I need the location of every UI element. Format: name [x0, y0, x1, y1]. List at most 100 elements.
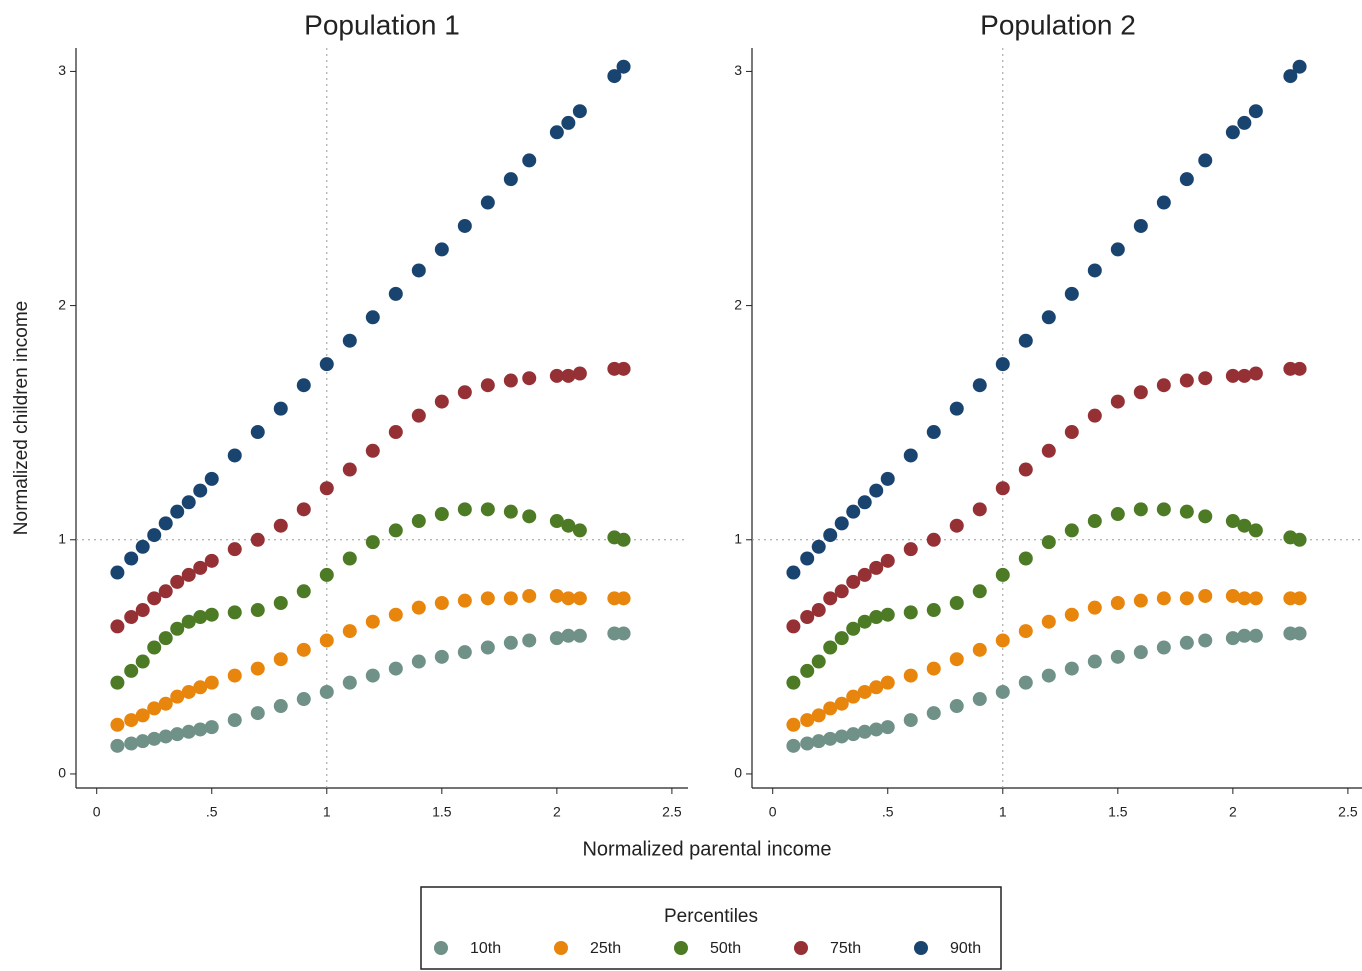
point [434, 596, 449, 610]
point [561, 628, 576, 643]
point [811, 654, 826, 669]
point [1156, 591, 1171, 606]
point [1225, 588, 1240, 603]
point [170, 621, 185, 636]
point [1179, 373, 1194, 388]
point [1225, 631, 1240, 646]
point [342, 333, 357, 348]
point [972, 692, 987, 707]
point [800, 610, 815, 625]
point [972, 502, 987, 517]
point [1292, 591, 1307, 606]
point [296, 692, 311, 707]
point [227, 713, 242, 728]
point [1237, 628, 1252, 643]
point [869, 483, 884, 498]
point [616, 59, 631, 74]
point [365, 310, 380, 325]
legend-marker [554, 941, 568, 955]
point [480, 640, 495, 655]
point [319, 684, 334, 699]
x-tick-label: 1.5 [432, 804, 452, 820]
point [1087, 600, 1102, 615]
point [786, 717, 801, 732]
point [1110, 596, 1125, 610]
point [480, 195, 495, 210]
point [561, 591, 576, 606]
x-tick-label: 0 [769, 804, 777, 820]
x-tick-label: 2.5 [1338, 804, 1358, 820]
point [846, 689, 861, 704]
point [1292, 361, 1307, 376]
point [1110, 242, 1125, 257]
point [1248, 523, 1263, 538]
point [926, 425, 941, 440]
x-tick-label: 1 [323, 804, 331, 820]
point [857, 495, 872, 510]
point [823, 591, 838, 606]
point [170, 689, 185, 704]
point [903, 713, 918, 728]
point [147, 701, 162, 716]
point [110, 717, 125, 732]
point [110, 738, 125, 753]
point [846, 727, 861, 742]
point [1248, 104, 1263, 119]
point [250, 425, 265, 440]
x-tick-label: .5 [882, 804, 894, 820]
point [1198, 588, 1213, 603]
point [273, 518, 288, 533]
point [457, 593, 472, 608]
point [823, 701, 838, 716]
point [480, 378, 495, 393]
x-axis-label: Normalized parental income [582, 838, 831, 860]
legend-marker [674, 941, 688, 955]
point [1041, 443, 1056, 458]
point [296, 642, 311, 657]
point [388, 425, 403, 440]
point [411, 263, 426, 278]
point [1064, 286, 1079, 301]
point [949, 652, 964, 667]
y-tick-label: 2 [734, 296, 742, 312]
y-tick-label: 0 [734, 765, 742, 781]
point [1041, 614, 1056, 629]
point [1248, 628, 1263, 643]
point [834, 696, 849, 711]
point [158, 729, 173, 744]
point [561, 115, 576, 130]
point [572, 591, 587, 606]
point [903, 668, 918, 683]
point [1198, 153, 1213, 168]
point [549, 631, 564, 646]
point [170, 574, 185, 589]
y-tick-label: 3 [734, 62, 742, 78]
point [147, 731, 162, 746]
point [572, 104, 587, 119]
point [110, 565, 125, 580]
point [800, 713, 815, 728]
point [158, 631, 173, 646]
x-tick-label: 1.5 [1108, 804, 1128, 820]
point [503, 635, 518, 650]
point [1041, 668, 1056, 683]
point [158, 696, 173, 711]
point [193, 610, 208, 625]
point [480, 502, 495, 517]
point [1292, 59, 1307, 74]
point [457, 218, 472, 233]
point [522, 153, 537, 168]
point [823, 731, 838, 746]
point [522, 371, 537, 386]
point [1133, 593, 1148, 608]
point [616, 591, 631, 606]
y-axis-label: Normalized children income [11, 301, 32, 535]
point [250, 661, 265, 676]
y-tick-label: 1 [734, 530, 742, 546]
point [949, 518, 964, 533]
point [1248, 366, 1263, 381]
point [572, 366, 587, 381]
y-tick-label: 2 [58, 296, 66, 312]
point [342, 462, 357, 477]
legend-label: 90th [950, 940, 981, 957]
